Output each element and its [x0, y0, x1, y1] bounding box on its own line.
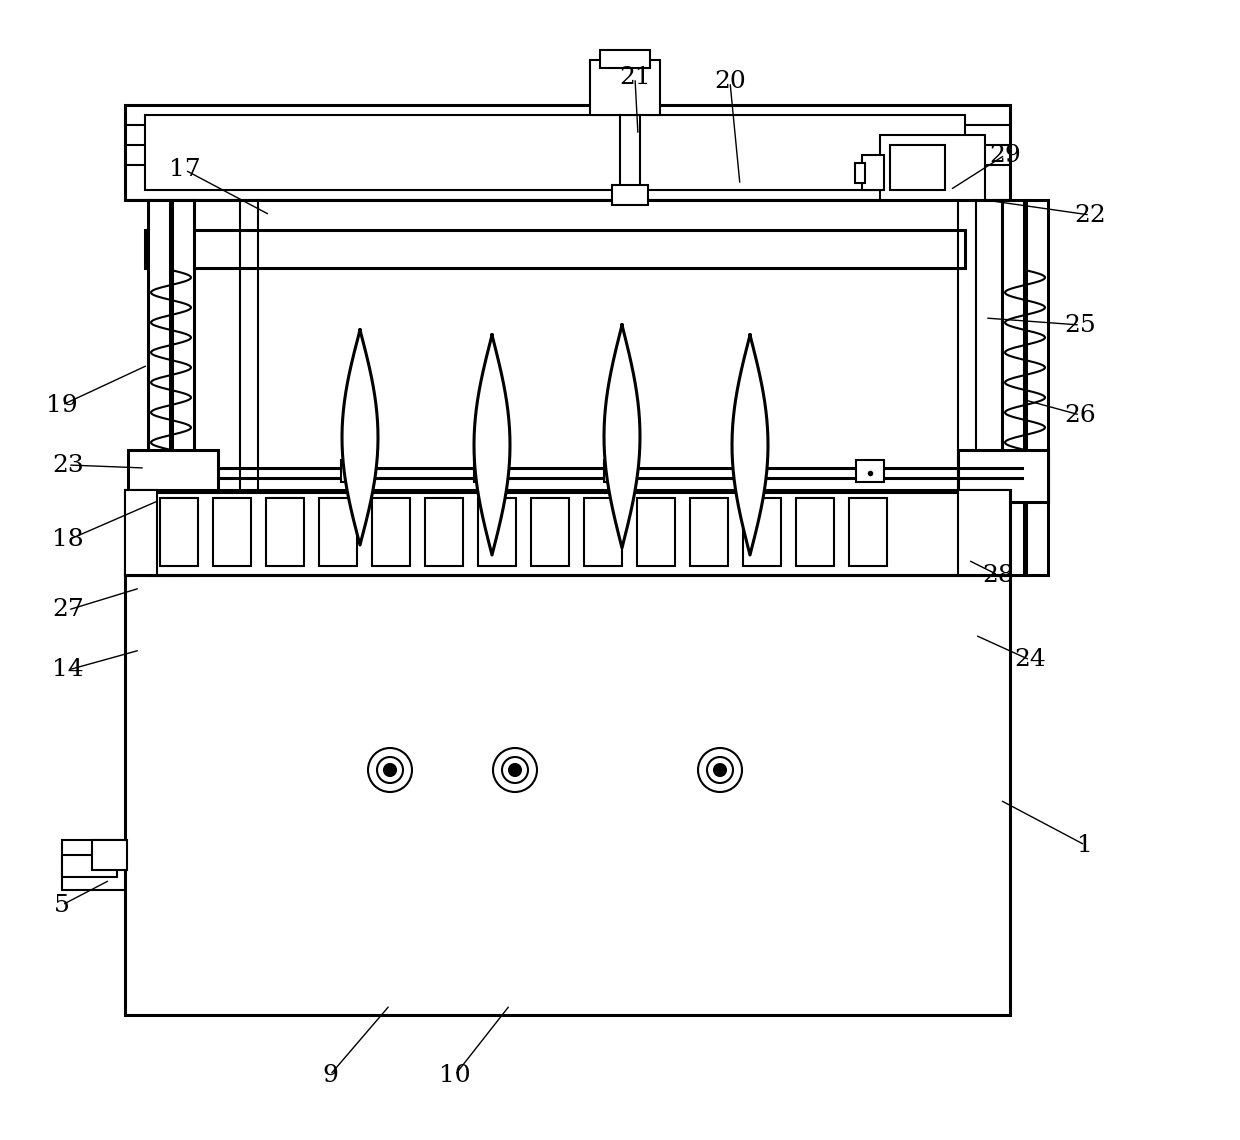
Circle shape: [508, 764, 521, 776]
Bar: [372, 498, 410, 565]
Bar: [604, 461, 632, 482]
Bar: [880, 135, 985, 199]
Text: 14: 14: [52, 659, 84, 682]
Bar: [341, 461, 370, 482]
Bar: [125, 490, 1011, 575]
Bar: [856, 163, 866, 184]
Text: 1: 1: [1078, 833, 1092, 856]
Bar: [600, 50, 650, 68]
Bar: [125, 575, 1011, 1015]
Text: 18: 18: [52, 529, 84, 552]
Bar: [959, 490, 1011, 575]
Bar: [734, 461, 763, 482]
Bar: [62, 840, 125, 890]
Text: 17: 17: [169, 158, 201, 181]
Bar: [689, 498, 728, 565]
Text: 10: 10: [439, 1064, 471, 1086]
Bar: [319, 498, 357, 565]
Bar: [145, 115, 965, 190]
Bar: [145, 230, 965, 268]
Text: 9: 9: [322, 1064, 339, 1086]
Text: 26: 26: [1064, 404, 1096, 426]
Text: 27: 27: [52, 598, 84, 621]
Polygon shape: [342, 329, 378, 545]
Text: 5: 5: [55, 894, 69, 917]
Text: 21: 21: [619, 66, 651, 90]
Bar: [890, 145, 945, 190]
Bar: [1002, 200, 1024, 575]
Text: 28: 28: [982, 563, 1014, 586]
Text: 22: 22: [1074, 204, 1106, 227]
Bar: [425, 498, 463, 565]
Polygon shape: [604, 325, 640, 548]
Bar: [172, 200, 193, 575]
Bar: [959, 450, 1048, 502]
Bar: [213, 498, 250, 565]
Text: 23: 23: [52, 454, 84, 477]
Bar: [862, 155, 884, 190]
Text: 25: 25: [1064, 314, 1096, 336]
Bar: [856, 461, 884, 482]
Bar: [267, 498, 304, 565]
Polygon shape: [474, 335, 510, 555]
Bar: [637, 498, 675, 565]
Bar: [62, 855, 117, 877]
Bar: [1025, 200, 1048, 575]
Bar: [92, 840, 126, 870]
Text: 19: 19: [46, 393, 78, 416]
Bar: [474, 461, 502, 482]
Bar: [531, 498, 569, 565]
Circle shape: [714, 764, 725, 776]
Text: 24: 24: [1014, 649, 1045, 671]
Bar: [477, 498, 516, 565]
Circle shape: [384, 764, 396, 776]
Bar: [743, 498, 781, 565]
Bar: [796, 498, 835, 565]
Polygon shape: [732, 335, 768, 555]
Bar: [590, 60, 660, 115]
Bar: [160, 498, 198, 565]
Bar: [128, 450, 218, 502]
Bar: [125, 490, 157, 575]
Text: 20: 20: [714, 71, 746, 93]
Text: 29: 29: [990, 144, 1021, 166]
Bar: [613, 185, 649, 205]
Bar: [125, 105, 1011, 200]
Bar: [584, 498, 622, 565]
Bar: [148, 200, 170, 575]
Bar: [849, 498, 887, 565]
